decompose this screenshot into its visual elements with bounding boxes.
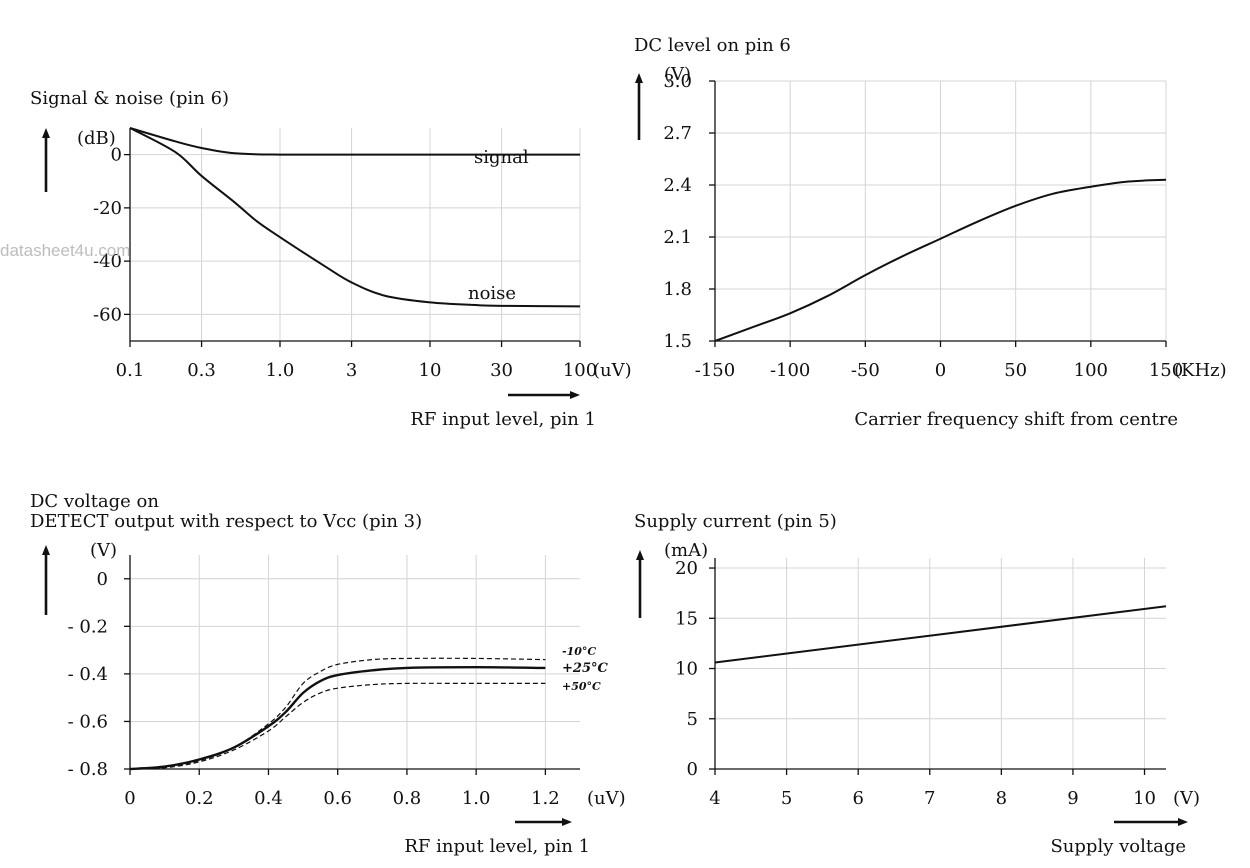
series-label-plus50c: +50°C xyxy=(562,680,601,693)
x-direction-arrow-head xyxy=(570,391,580,399)
x-tick-label: 0 xyxy=(935,360,946,381)
y-axis-label: (dB) xyxy=(77,128,116,149)
chart-title-line: DC voltage on xyxy=(30,491,159,512)
series-line-signal xyxy=(129,127,580,156)
series-label-plus25c: +25°C xyxy=(562,661,608,676)
x-axis-label: Carrier frequency shift from centre xyxy=(854,409,1178,430)
chart-supply-current: 4 5 6 7 8 9 10 0 5 10 15 20 (V) (mA) Supply current (p… xyxy=(634,511,1200,857)
y-tick-label: - 0.8 xyxy=(68,759,108,780)
x-tick-label: 10 xyxy=(1133,788,1156,809)
x-tick-label: 30 xyxy=(490,360,513,381)
chart-title: Signal & noise (pin 6) xyxy=(30,88,229,109)
x-tick-label: 0.3 xyxy=(187,360,216,381)
y-tick-label: - 0.4 xyxy=(68,664,108,685)
y-tick-label: 1.8 xyxy=(663,279,692,300)
chart-signal-noise: 0.1 0.3 1.0 3 10 30 100 0 -20 -40 -60 (uV) (dB) Signa… xyxy=(30,88,632,430)
x-tick-label: 50 xyxy=(1004,360,1027,381)
series-label-noise: noise xyxy=(468,283,516,304)
x-unit-label: (uV) xyxy=(587,788,626,809)
x-tick-label: 10 xyxy=(419,360,442,381)
x-axis-label: RF input level, pin 1 xyxy=(404,836,590,857)
x-tick-label: 5 xyxy=(781,788,792,809)
chart-title: DC level on pin 6 xyxy=(634,35,791,56)
x-unit-label: (KHz) xyxy=(1174,360,1227,381)
y-direction-arrow-head xyxy=(42,545,50,555)
y-tick-label: 2.7 xyxy=(663,123,692,144)
y-tick-label: -60 xyxy=(93,304,122,325)
y-tick-label: 20 xyxy=(675,558,698,579)
x-axis-label: RF input level, pin 1 xyxy=(410,409,596,430)
chart-dc-level-pin6: -150 -100 -50 0 50 100 150 1.5 1.8 2.1 2.4 2.7 3.0 (K… xyxy=(634,35,1227,430)
x-tick-label: 0 xyxy=(124,788,135,809)
y-tick-label: 0 xyxy=(97,569,108,590)
y-tick-label: -40 xyxy=(93,251,122,272)
x-tick-label: 7 xyxy=(924,788,935,809)
series-label-minus10c: -10°C xyxy=(562,645,596,658)
y-tick-label: 2.1 xyxy=(663,227,692,248)
watermark: datasheet4u.com xyxy=(0,241,130,260)
series-line-25c xyxy=(129,666,546,771)
y-tick-label: 10 xyxy=(675,659,698,680)
y-tick-label: 15 xyxy=(675,608,698,629)
x-tick-label: 0.2 xyxy=(185,788,214,809)
y-tick-label: 1.5 xyxy=(663,331,692,352)
series-line xyxy=(714,605,1167,664)
x-tick-label: 4 xyxy=(709,788,720,809)
y-direction-arrow-head xyxy=(636,550,644,560)
series-line-10c xyxy=(129,657,546,770)
x-tick-label: 8 xyxy=(996,788,1007,809)
x-tick-label: 100 xyxy=(563,360,597,381)
y-tick-label: 3.0 xyxy=(663,71,692,92)
x-tick-label: 150 xyxy=(1149,360,1183,381)
y-tick-label: - 0.6 xyxy=(68,711,108,732)
x-tick-label: 1.0 xyxy=(266,360,295,381)
x-tick-label: -50 xyxy=(851,360,880,381)
y-axis-label: (V) xyxy=(664,64,691,85)
y-axis-label: (V) xyxy=(90,540,117,561)
x-tick-label: 0.8 xyxy=(393,788,422,809)
y-tick-label: 2.4 xyxy=(663,175,692,196)
y-tick-label: -20 xyxy=(93,198,122,219)
x-direction-arrow-head xyxy=(1178,818,1188,826)
series-line-noise xyxy=(129,127,581,308)
x-tick-label: 0.1 xyxy=(116,360,145,381)
y-direction-arrow-head xyxy=(42,128,50,138)
y-direction-arrow-head xyxy=(635,73,643,83)
chart-title-line: DETECT output with respect to Vcc (pin 3… xyxy=(30,511,422,532)
x-tick-label: 9 xyxy=(1067,788,1078,809)
x-tick-label: 6 xyxy=(852,788,863,809)
chart-title: Supply current (pin 5) xyxy=(634,511,837,532)
series-line xyxy=(714,178,1167,342)
x-tick-label: 1.0 xyxy=(462,788,491,809)
x-tick-label: 3 xyxy=(346,360,357,381)
x-tick-label: 1.2 xyxy=(531,788,560,809)
y-tick-label: 5 xyxy=(687,709,698,730)
y-tick-label: 0 xyxy=(111,145,122,166)
y-tick-label: 0 xyxy=(687,759,698,780)
x-axis-label: Supply voltage xyxy=(1050,836,1186,857)
x-tick-label: -100 xyxy=(770,360,810,381)
x-tick-label: 0.6 xyxy=(323,788,352,809)
x-tick-label: 0.4 xyxy=(254,788,283,809)
series-label-signal: signal xyxy=(474,147,529,168)
x-unit-label: (uV) xyxy=(593,360,632,381)
x-tick-label: 100 xyxy=(1074,360,1108,381)
x-tick-label: -150 xyxy=(695,360,735,381)
x-unit-label: (V) xyxy=(1173,788,1200,809)
y-tick-label: - 0.2 xyxy=(68,616,108,637)
x-direction-arrow-head xyxy=(562,818,572,826)
y-axis-label: (mA) xyxy=(664,540,708,561)
chart-dc-voltage-detect: 0 0.2 0.4 0.6 0.8 1.0 1.2 0 - 0.2 - 0.4 - 0.6 - 0.8… xyxy=(30,491,626,857)
